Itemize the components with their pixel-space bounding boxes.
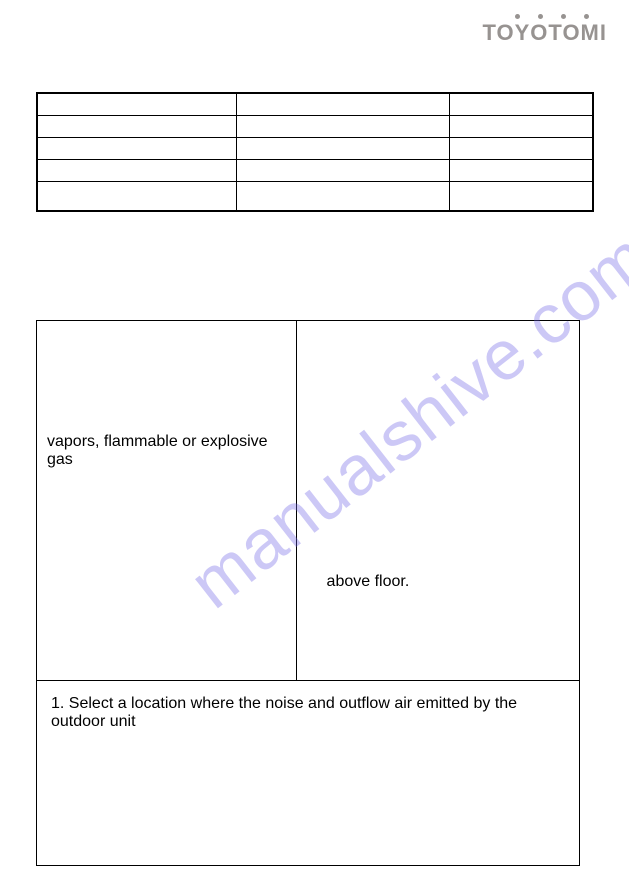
indoor-location-cell: vapors, flammable or explosive gas: [37, 321, 297, 681]
table-row: [37, 115, 593, 137]
vapors-text: vapors, flammable or explosive gas: [47, 433, 286, 469]
select-location-text: 1. Select a location where the noise and…: [51, 695, 569, 731]
table-row: [37, 137, 593, 159]
logo-dot-icon: [538, 14, 543, 19]
logo-dot-icon: [584, 14, 589, 19]
logo-dot-icon: [561, 14, 566, 19]
location-table: vapors, flammable or explosive gas above…: [36, 320, 580, 866]
table-row: [37, 159, 593, 181]
table-row: 1. Select a location where the noise and…: [37, 681, 580, 866]
table-row: vapors, flammable or explosive gas above…: [37, 321, 580, 681]
table-row: [37, 181, 593, 211]
above-floor-text: above floor.: [327, 573, 569, 591]
logo-dot-icon: [515, 14, 520, 19]
outdoor-location-cell: 1. Select a location where the noise and…: [37, 681, 580, 866]
floor-cell: above floor.: [296, 321, 579, 681]
table-row: [37, 93, 593, 115]
spec-table: [36, 92, 594, 212]
logo-dots: [515, 14, 589, 19]
logo-text: TOYOTOMI: [482, 20, 607, 46]
brand-logo: TOYOTOMI: [482, 20, 607, 46]
